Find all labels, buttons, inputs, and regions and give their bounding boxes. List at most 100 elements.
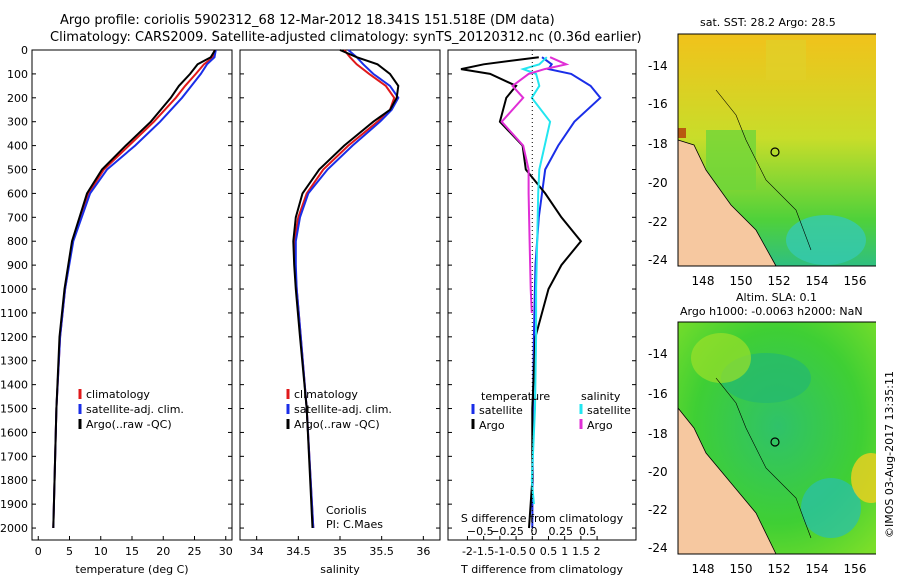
reef-contour (715, 89, 812, 251)
legend-label: Argo(..raw -QC) (86, 418, 172, 431)
x-tick-label: 0.5 (540, 545, 558, 558)
salinity-panel: 34 34.5 35 35.5 36 salinity climatology satelli… (239, 49, 441, 576)
legend-label: climatology (86, 388, 150, 401)
s-tick-label: 0.5 (579, 525, 597, 538)
coastline (677, 139, 777, 267)
sla-patch (801, 478, 861, 538)
land-shape (678, 408, 776, 554)
s-axis-label: S difference from climatology (461, 512, 624, 525)
x-tick-label: 1 (561, 545, 568, 558)
x-tick-label: 36 (416, 545, 430, 558)
y-tick-label: 1700 (0, 450, 28, 463)
s-tick-label: −0.5 (467, 525, 494, 538)
x-tick-label: 10 (94, 545, 108, 558)
legend-label: Argo (587, 419, 613, 432)
y-tick-label: 500 (7, 164, 28, 177)
x-tick-label: -2 (462, 545, 473, 558)
sst-ytick: -18 (648, 137, 668, 151)
series-line-t-satellite (531, 56, 602, 529)
y-tick-label: 900 (7, 259, 28, 272)
series-line-argo-raw-qc- (292, 49, 400, 529)
credit-label: ©IMOS 03-Aug-2017 13:35:11 (882, 371, 896, 538)
x-tick-label: 1.5 (572, 545, 590, 558)
y-tick-label: 400 (7, 140, 28, 153)
sst-xtick: 148 (692, 274, 715, 288)
y-tick-label: 1000 (0, 283, 28, 296)
y-tick-label: 2000 (0, 522, 28, 535)
sst-map-title: sat. SST: 28.2 Argo: 28.5 (700, 16, 836, 29)
sst-patch (706, 130, 756, 190)
y-tick-label: 1300 (0, 355, 28, 368)
y-tick-label: 700 (7, 211, 28, 224)
sst-xtick: 152 (768, 274, 791, 288)
x-axis-label: temperature (deg C) (75, 563, 188, 576)
y-tick-label: 600 (7, 187, 28, 200)
sst-xtick: 156 (844, 274, 867, 288)
x-tick-label: 2 (594, 545, 601, 558)
sla-xtick: 156 (844, 562, 867, 576)
series-line-s-argo (500, 56, 570, 313)
sst-ytick: -22 (648, 215, 668, 229)
y-tick-label: 300 (7, 116, 28, 129)
x-axis-label: salinity (320, 563, 360, 576)
series-line-s-satellite (520, 56, 552, 505)
sla-map-title-2: Argo h1000: -0.0063 h2000: NaN (680, 305, 863, 318)
x-tick-label: 5 (66, 545, 73, 558)
land-shape (678, 140, 776, 266)
y-tick-label: 100 (7, 68, 28, 81)
x-tick-label: 35 (333, 545, 347, 558)
header-line-2: Climatology: CARS2009. Satellite-adjuste… (50, 30, 642, 45)
sla-ytick: -18 (648, 427, 668, 441)
temperature-panel: 0100200300400500600700800900100011001200… (0, 44, 233, 576)
annotation-line: PI: C.Maes (326, 518, 383, 531)
sla-xtick: 152 (768, 562, 791, 576)
x-tick-label: 35.5 (369, 545, 394, 558)
argo-location-marker (770, 147, 780, 157)
sla-map: -14 -16 -18 -20 -22 -24 148 150 152 154 … (648, 321, 876, 576)
x-axis-label: T difference from climatology (460, 563, 623, 576)
s-tick-label: 0 (530, 525, 537, 538)
legend-title: salinity (581, 390, 621, 403)
legend-label: satellite (479, 404, 523, 417)
sst-patch (786, 215, 866, 265)
plot-frame (31, 49, 233, 541)
sla-xtick: 148 (692, 562, 715, 576)
sla-map-frame (677, 321, 876, 555)
land-patch (678, 128, 686, 138)
sla-xtick: 154 (806, 562, 829, 576)
header-line-1: Argo profile: coriolis 5902312_68 12-Mar… (60, 13, 555, 28)
sst-xtick: 154 (806, 274, 829, 288)
legend-label: Argo (479, 419, 505, 432)
legend-label: satellite-adj. clim. (86, 403, 184, 416)
y-tick-label: 1600 (0, 426, 28, 439)
s-tick-label: −0.25 (490, 525, 524, 538)
y-tick-label: 1500 (0, 403, 28, 416)
x-tick-label: 20 (156, 545, 170, 558)
plot-frame (447, 49, 637, 541)
sst-map: -14 -16 -18 -20 -22 -24 148 150 152 154 … (648, 33, 876, 288)
legend-title: temperature (481, 390, 550, 403)
y-tick-label: 1400 (0, 379, 28, 392)
argo-location-marker (770, 437, 780, 447)
sst-map-frame (677, 33, 876, 267)
coastline (677, 407, 777, 555)
sla-ytick: -24 (648, 541, 668, 555)
y-tick-label: 1800 (0, 474, 28, 487)
sla-patch (691, 333, 751, 383)
y-tick-label: 1100 (0, 307, 28, 320)
y-tick-label: 0 (21, 44, 28, 57)
sst-xtick: 150 (730, 274, 753, 288)
sla-ytick: -20 (648, 465, 668, 479)
reef-contour (715, 377, 812, 539)
sla-patch (851, 453, 876, 503)
y-tick-label: 1900 (0, 498, 28, 511)
x-tick-label: -1 (494, 545, 505, 558)
plot-frame (239, 49, 441, 541)
sla-xtick: 150 (730, 562, 753, 576)
legend-label: satellite-adj. clim. (294, 403, 392, 416)
sst-ytick: -14 (648, 59, 668, 73)
y-tick-label: 1200 (0, 331, 28, 344)
sst-ytick: -24 (648, 253, 668, 267)
y-tick-label: 800 (7, 235, 28, 248)
